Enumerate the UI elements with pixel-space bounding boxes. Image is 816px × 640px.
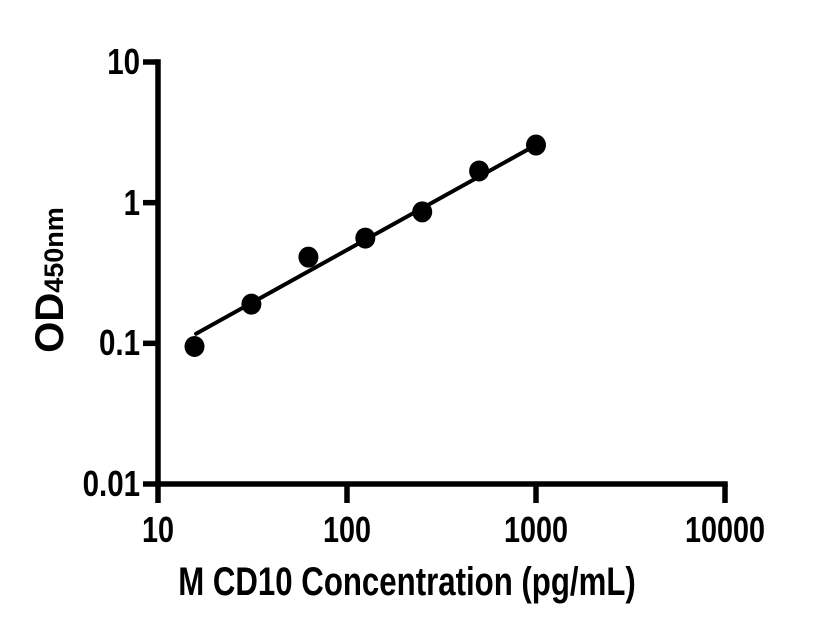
data-points-group bbox=[184, 134, 546, 357]
data-point bbox=[526, 134, 546, 156]
data-point bbox=[355, 227, 376, 249]
y-tick-label: 10 bbox=[107, 41, 140, 82]
y-tick-label: 1 bbox=[123, 181, 140, 223]
y-tick-label: 0.01 bbox=[82, 463, 140, 504]
data-point bbox=[241, 293, 262, 315]
y-axis-title-main: OD bbox=[28, 292, 72, 353]
x-tick-label: 1000 bbox=[503, 509, 569, 550]
x-tick-label: 10 bbox=[141, 509, 175, 550]
y-axis-title-subscript: 450nm bbox=[39, 207, 69, 293]
data-point bbox=[412, 201, 433, 223]
data-point bbox=[298, 246, 319, 268]
x-axis-title: M CD10 Concentration (pg/mL) bbox=[178, 560, 636, 604]
x-tick-label: 100 bbox=[322, 509, 372, 550]
x-tick-label: 10000 bbox=[684, 509, 766, 550]
axes-group bbox=[143, 59, 728, 503]
data-point bbox=[184, 335, 205, 357]
data-point bbox=[469, 160, 490, 182]
y-axis-title: OD450nm bbox=[25, 178, 75, 382]
y-tick-label: 0.1 bbox=[98, 322, 140, 364]
